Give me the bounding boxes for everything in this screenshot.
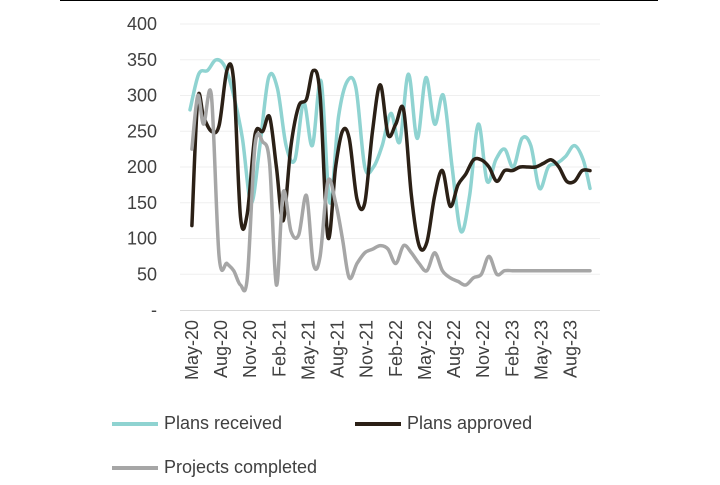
y-axis-tick-labels: - 50 100 150 200 250 300 350 400 [127, 14, 157, 320]
legend-swatch-plans-received [112, 421, 158, 426]
y-tick-label: 50 [137, 264, 157, 284]
y-tick-label: 100 [127, 229, 157, 249]
x-tick-label: May-23 [532, 320, 552, 380]
legend-item-plans-received: Plans received [112, 413, 282, 434]
legend-item-projects-completed: Projects completed [112, 457, 317, 478]
legend-label-plans-approved: Plans approved [407, 413, 533, 433]
y-tick-label: 250 [127, 121, 157, 141]
series-lines [188, 57, 592, 293]
x-tick-label: Nov-22 [473, 320, 493, 378]
y-tick-label: - [151, 300, 157, 320]
y-tick-label: 300 [127, 86, 157, 106]
x-tick-label: Feb-21 [269, 320, 289, 377]
series-line-plans-approved [190, 62, 592, 252]
y-tick-label: 150 [127, 193, 157, 213]
legend-swatch-plans-approved [355, 421, 401, 426]
x-tick-label: Aug-21 [328, 320, 348, 378]
x-tick-label: Nov-20 [240, 320, 260, 378]
y-tick-label: 350 [127, 50, 157, 70]
legend-label-projects-completed: Projects completed [164, 457, 318, 477]
series-line-projects-completed [190, 88, 592, 293]
legend-label-plans-received: Plans received [164, 413, 283, 433]
x-tick-label: Aug-20 [211, 320, 231, 378]
x-tick-label: May-20 [182, 320, 202, 380]
x-tick-label: Aug-23 [561, 320, 581, 378]
legend-item-plans-approved: Plans approved [355, 413, 532, 434]
legend-swatch-projects-completed [112, 465, 158, 470]
x-tick-label: Feb-23 [502, 320, 522, 377]
x-tick-label: Feb-22 [386, 320, 406, 377]
series-line-plans-received [188, 57, 592, 234]
x-tick-label: Aug-22 [444, 320, 464, 378]
y-tick-label: 400 [127, 14, 157, 34]
x-tick-label: May-21 [298, 320, 318, 380]
y-tick-label: 200 [127, 157, 157, 177]
x-tick-label: May-22 [415, 320, 435, 380]
x-axis-tick-labels: May-20 Aug-20 Nov-20 Feb-21 May-21 Aug-21 Nov-… [182, 320, 581, 380]
x-tick-label: Nov-21 [357, 320, 377, 378]
